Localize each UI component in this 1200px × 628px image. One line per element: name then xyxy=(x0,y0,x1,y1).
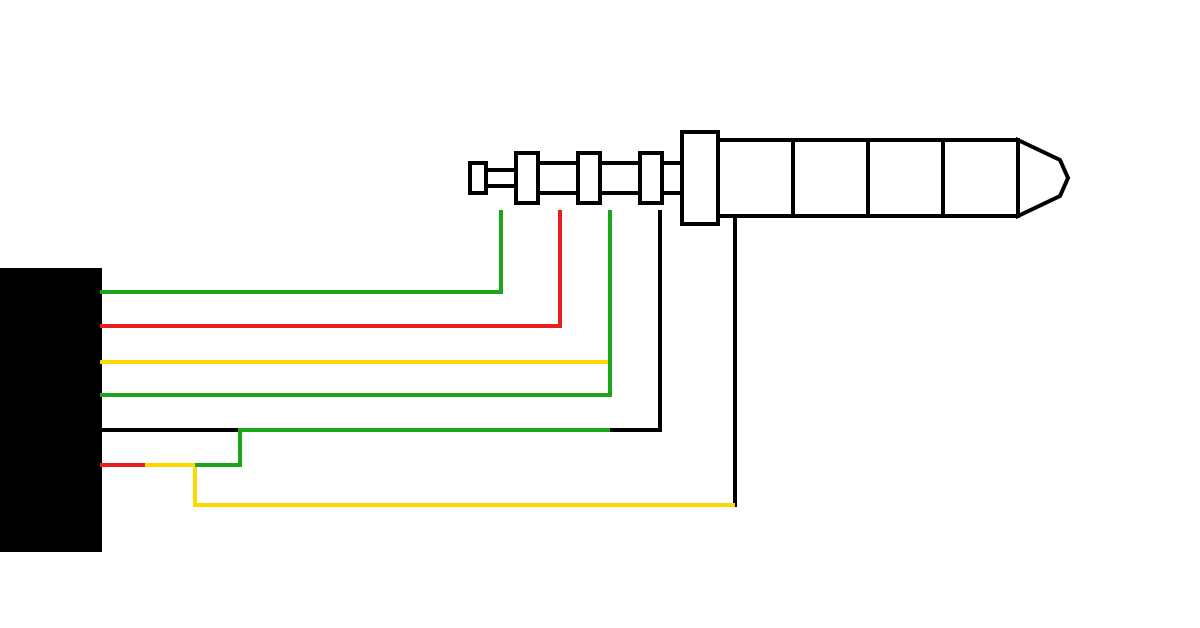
connector-ring-block-2 xyxy=(578,153,600,203)
connector-gap-3 xyxy=(662,163,682,193)
connector-ring-block-3 xyxy=(640,153,662,203)
cable-source-box xyxy=(0,270,100,550)
connector-gap-2 xyxy=(600,163,640,193)
connector-tip-pin xyxy=(470,163,486,193)
connector-gap-1 xyxy=(538,163,578,193)
wiring-diagram xyxy=(0,0,1200,628)
wire-green-top xyxy=(100,210,501,292)
wire-red xyxy=(100,210,560,326)
wire-green-inner xyxy=(195,430,610,465)
connector-tip-neck xyxy=(486,170,516,186)
wire-black-sleeve xyxy=(195,210,735,505)
wire-yellow-top xyxy=(100,210,610,362)
connector-ring-block-1 xyxy=(516,153,538,203)
connector-plug-tip-shape xyxy=(1018,140,1068,216)
wire-green-middle xyxy=(100,210,610,395)
connector-sleeve-collar xyxy=(682,132,718,224)
wire-yellow-inner xyxy=(145,465,735,505)
